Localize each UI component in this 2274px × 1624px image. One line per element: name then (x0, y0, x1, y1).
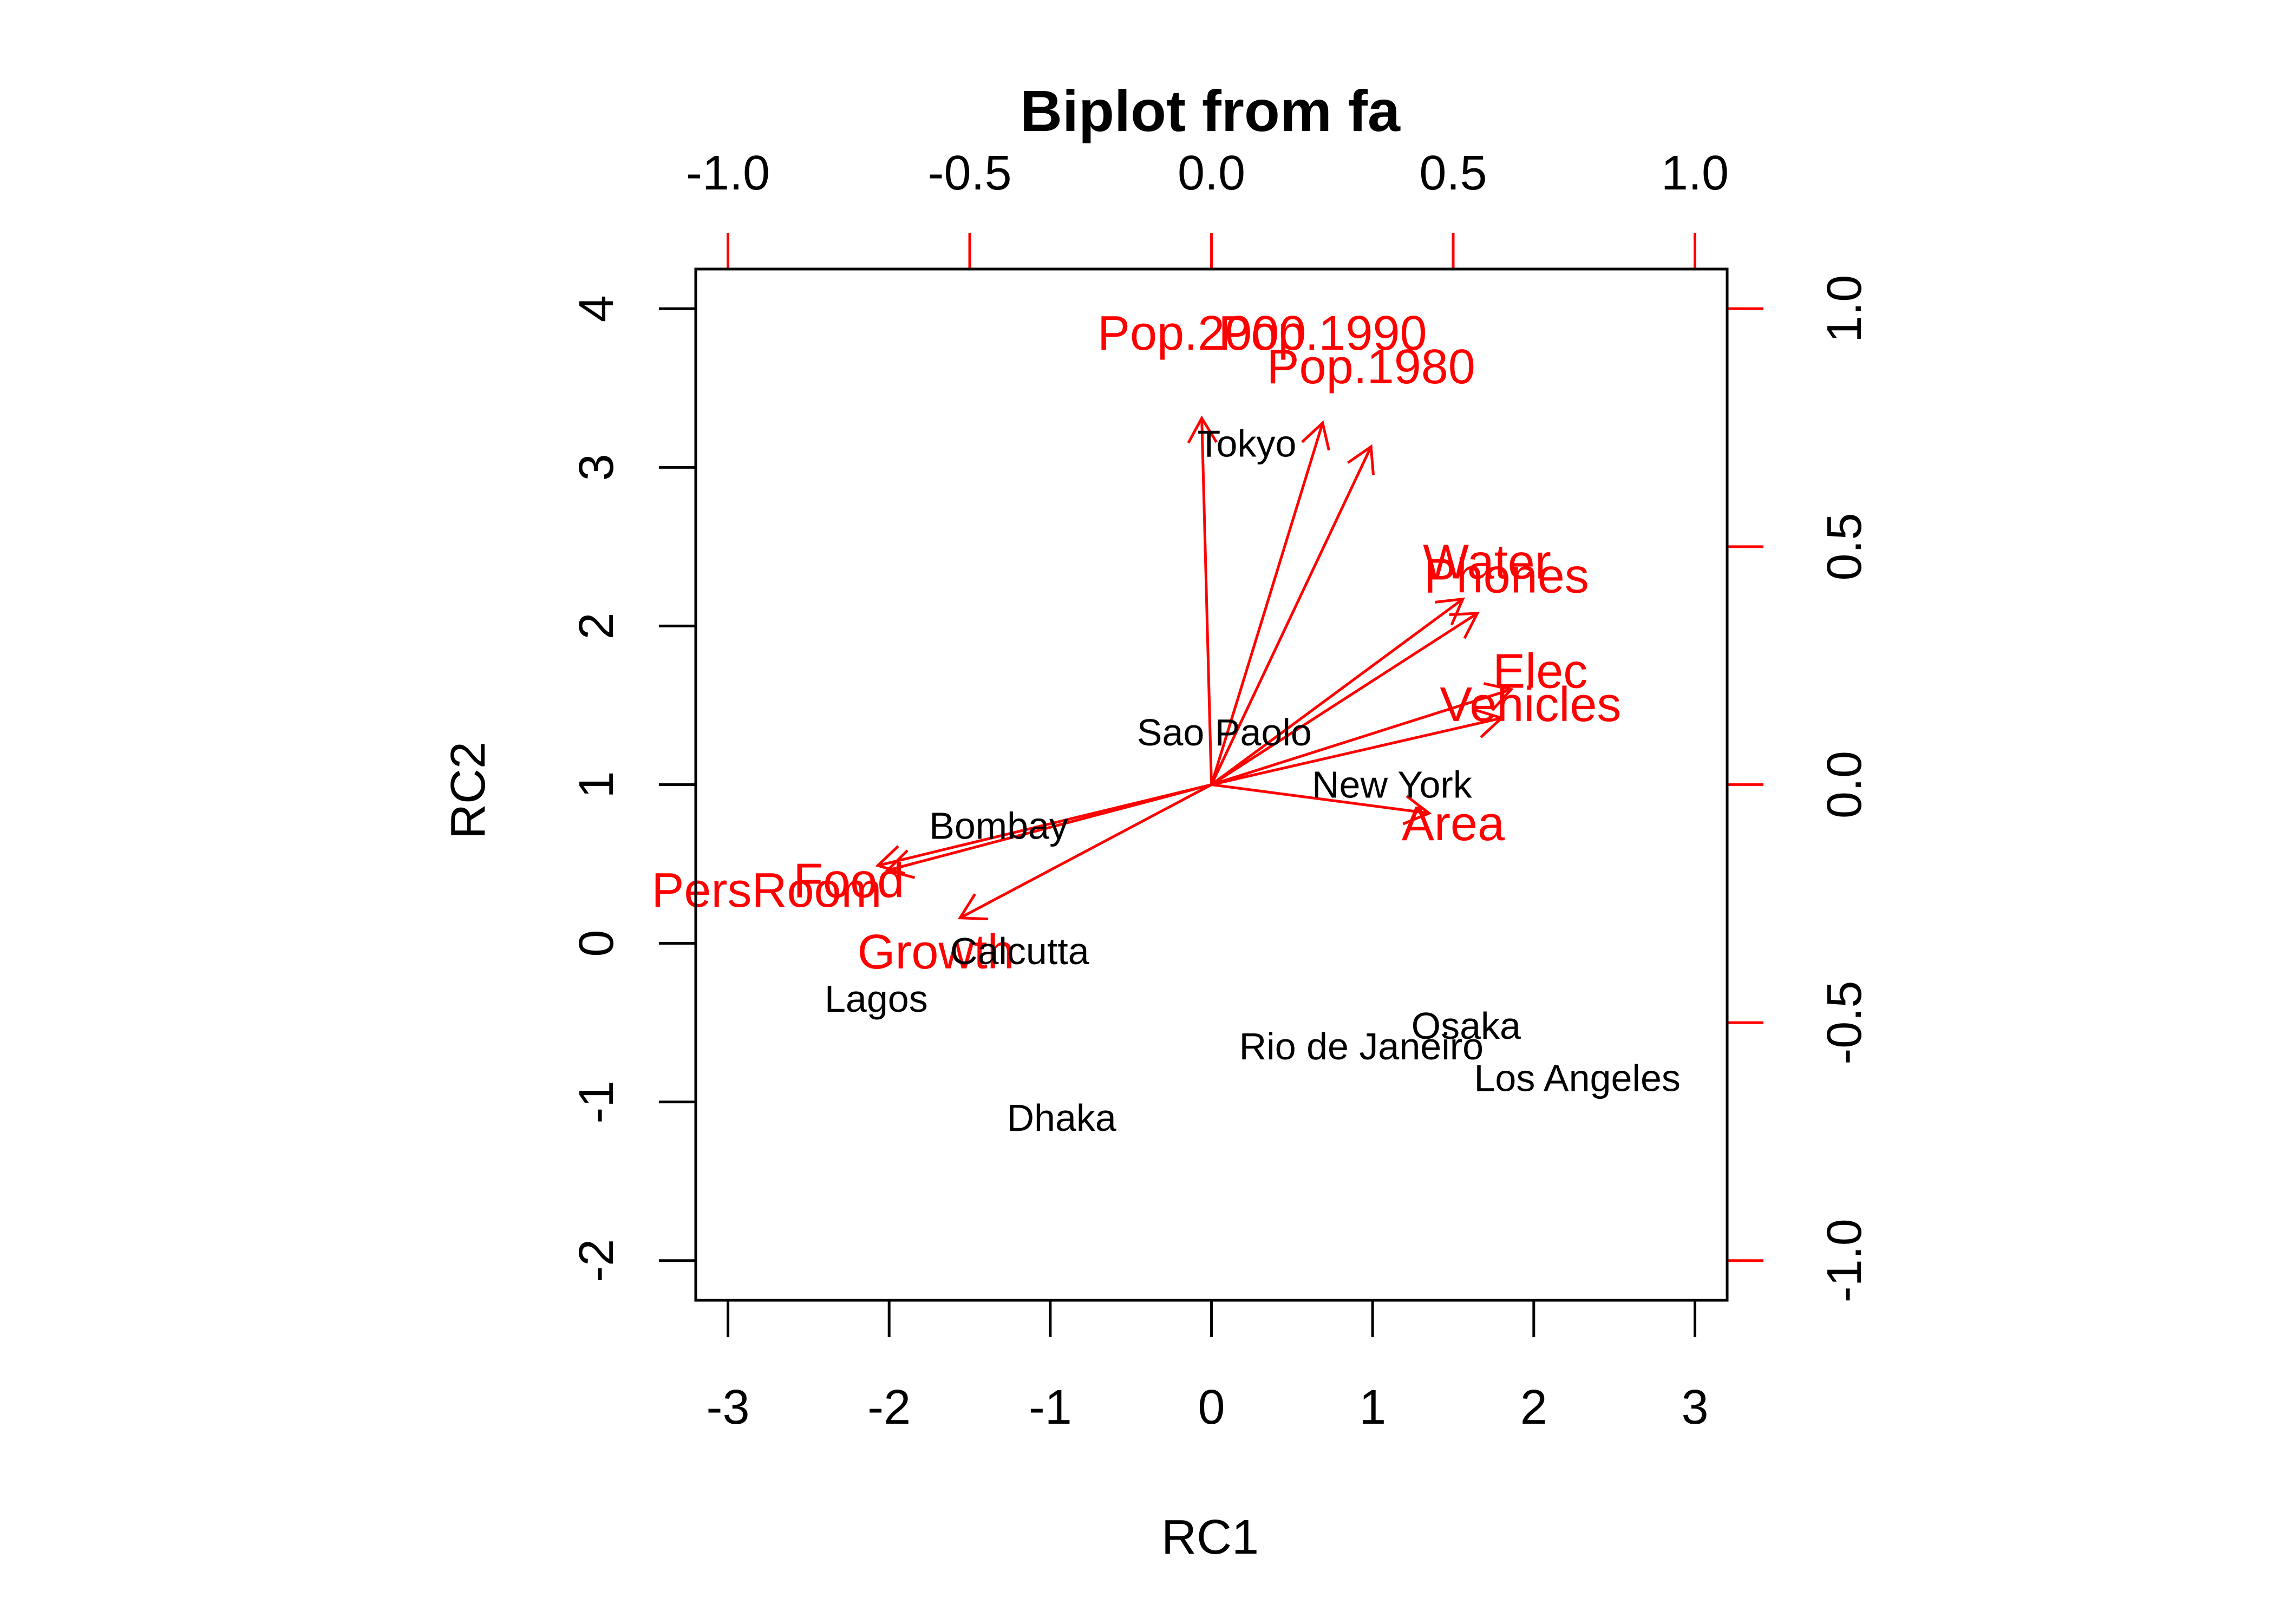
loading-arrowhead (1187, 415, 1218, 444)
loading-label: Pop.1980 (1267, 340, 1475, 394)
score-label: Los Angeles (1474, 1057, 1680, 1099)
y-tick-label: 0 (570, 930, 624, 957)
x-tick-label: 2 (1520, 1380, 1547, 1435)
loading-arrow (1211, 716, 1502, 786)
score-label: New York (1312, 764, 1473, 806)
loading-arrow (1210, 446, 1373, 785)
top-tick-label: -1.0 (686, 146, 770, 200)
top-tick-label: 0.5 (1419, 146, 1487, 200)
loading-arrowhead (1474, 708, 1505, 738)
right-tick-label: -0.5 (1818, 981, 1872, 1065)
chart-title: Biplot from fa (1020, 78, 1401, 143)
loading-label: Phones (1424, 549, 1589, 604)
right-tick-label: -1.0 (1818, 1219, 1872, 1302)
right-tick-label: 1.0 (1818, 275, 1872, 343)
loading-arrowhead (1347, 444, 1375, 475)
top-tick-label: -0.5 (927, 146, 1011, 200)
loading-arrowhead (885, 849, 916, 879)
top-tick-label: 0.0 (1178, 146, 1245, 200)
loading-arrow (1211, 598, 1464, 786)
loading-label: PersRoom (651, 863, 881, 918)
loading-arrowhead (1301, 420, 1330, 451)
loading-label: Elec (1493, 644, 1587, 698)
y-tick-label: -1 (570, 1081, 624, 1124)
y-axis-label: RC2 (441, 742, 495, 839)
right-tick-label: 0.0 (1818, 751, 1872, 818)
x-tick-label: -3 (707, 1380, 750, 1435)
y-tick-label: -2 (570, 1239, 624, 1282)
x-tick-label: -2 (867, 1380, 911, 1435)
score-label: Bombay (929, 805, 1068, 847)
x-tick-label: 1 (1359, 1380, 1386, 1435)
loading-arrow (1211, 783, 1429, 815)
score-label: Dhaka (1007, 1097, 1116, 1139)
score-label: Tokyo (1198, 422, 1297, 464)
y-tick-label: 4 (570, 295, 624, 322)
x-tick-label: -1 (1029, 1380, 1072, 1435)
loading-label: Pop.1990 (1218, 306, 1427, 361)
loading-arrow (1200, 418, 1213, 785)
loading-label: Pop.2000 (1097, 306, 1306, 361)
top-tick-label: 1.0 (1661, 146, 1729, 200)
loading-label: Growth (857, 925, 1014, 979)
x-tick-label: 3 (1681, 1380, 1708, 1435)
loading-arrowhead (1402, 795, 1432, 826)
loading-arrow (1210, 422, 1324, 785)
plot-frame (694, 267, 1729, 1302)
loading-arrow (1211, 612, 1478, 786)
loading-arrowhead (875, 845, 905, 875)
y-tick-label: 3 (570, 454, 624, 481)
loading-arrowhead (957, 893, 989, 921)
y-tick-label: 1 (570, 771, 624, 798)
loading-label: Water (1423, 535, 1551, 589)
loading-arrowhead (1449, 612, 1480, 639)
score-label: Lagos (825, 978, 928, 1020)
loading-label: Area (1402, 797, 1505, 851)
loading-arrowhead (1483, 682, 1514, 711)
score-label: Calcutta (950, 930, 1089, 972)
loading-arrow (1211, 688, 1512, 786)
y-tick-label: 2 (570, 612, 624, 639)
score-label: Osaka (1412, 1005, 1521, 1047)
score-label: Sao Paolo (1137, 711, 1312, 754)
loading-label: Food (793, 854, 904, 908)
score-label: Rio de Janeiro (1239, 1025, 1484, 1068)
x-tick-label: 0 (1198, 1380, 1225, 1435)
right-tick-label: 0.5 (1818, 513, 1872, 580)
loading-arrow (887, 783, 1212, 872)
x-axis-label: RC1 (1161, 1510, 1259, 1564)
loading-arrow (959, 783, 1212, 919)
loading-label: Vehicles (1440, 678, 1621, 732)
loading-arrowhead (1434, 597, 1465, 626)
